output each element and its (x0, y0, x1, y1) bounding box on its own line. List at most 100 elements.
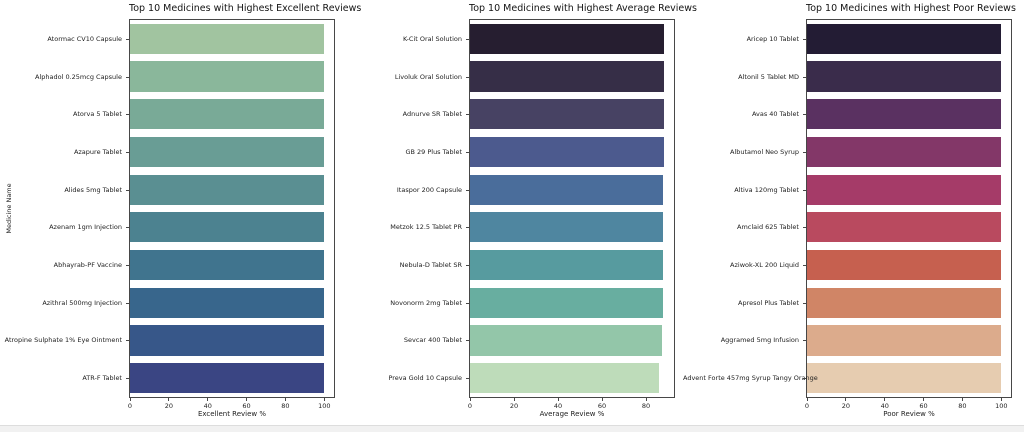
y-tick-label: Altiva 120mg Tablet (734, 185, 799, 194)
x-tick-mark (1000, 398, 1002, 401)
y-tick-mark (466, 302, 469, 304)
bar (470, 325, 663, 356)
bar (807, 325, 1002, 356)
x-tick-label: 40 (553, 402, 563, 410)
x-tick-mark (284, 398, 286, 401)
bar (470, 174, 664, 205)
y-tick-label: Preva Gold 10 Capsule (388, 374, 462, 383)
y-tick-label: Livoluk Oral Solution (394, 72, 462, 81)
y-tick-label: Alphadol 0.25mcg Capsule (35, 72, 122, 81)
y-tick-label: Abhayrab-PF Vaccine (53, 261, 122, 270)
x-tick-label: 0 (804, 402, 810, 410)
bar (470, 136, 664, 168)
y-tick-label: Sevcar 400 Tablet (403, 336, 462, 345)
x-tick-mark (923, 398, 925, 401)
y-tick-label: Itaspor 200 Capsule (396, 185, 462, 194)
y-tick-label: Nebula-D Tablet SR (399, 261, 462, 270)
chart-title: Top 10 Medicines with Highest Poor Revie… (806, 3, 1016, 14)
y-tick-label: Aricep 10 Tablet (746, 34, 799, 43)
x-tick-label: 80 (281, 402, 290, 410)
y-tick-mark (466, 265, 469, 267)
y-tick-mark (803, 378, 806, 380)
y-tick-mark (466, 227, 469, 229)
x-tick-label: 100 (995, 402, 1008, 410)
x-tick-mark (961, 398, 963, 401)
y-tick-mark (466, 76, 469, 78)
y-tick-mark (466, 38, 469, 40)
bar (807, 212, 1002, 243)
y-tick-label: Azenam 1gm Injection (49, 223, 122, 232)
bar (470, 287, 663, 318)
y-tick-mark (466, 340, 469, 342)
x-tick-mark (323, 398, 325, 401)
y-tick-label: Azithral 500mg Injection (42, 298, 122, 307)
chart-title: Top 10 Medicines with Highest Excellent … (129, 3, 362, 14)
y-tick-label: GB 29 Plus Tablet (405, 147, 462, 156)
bar (470, 61, 665, 92)
y-tick-label: ATR-F Tablet (82, 374, 122, 383)
y-tick-mark (803, 38, 806, 40)
bar (470, 249, 664, 281)
bar (807, 363, 1002, 394)
x-axis-label: Excellent Review % (197, 410, 267, 418)
bar (807, 136, 1002, 168)
y-tick-label: Adnurve SR Tablet (402, 110, 462, 119)
chart-excellent-reviews: Top 10 Medicines with Highest Excellent … (0, 0, 362, 432)
y-tick-label: Aziwok-XL 200 Liquid (730, 261, 799, 270)
y-tick-mark (126, 378, 129, 380)
y-tick-label: Amclaid 625 Tablet (737, 223, 799, 232)
x-tick-label: 60 (242, 402, 251, 410)
y-tick-mark (803, 151, 806, 153)
x-tick-label: 20 (509, 402, 519, 410)
bar (807, 249, 1002, 281)
y-tick-mark (126, 340, 129, 342)
bar (470, 363, 659, 394)
bar (807, 61, 1002, 92)
x-tick-mark (207, 398, 209, 401)
x-tick-label: 100 (318, 402, 331, 410)
y-tick-mark (126, 302, 129, 304)
y-tick-mark (803, 227, 806, 229)
x-tick-mark (806, 398, 808, 401)
x-tick-mark (557, 398, 559, 401)
x-tick-label: 40 (880, 402, 889, 410)
y-tick-mark (126, 76, 129, 78)
x-axis-label: Poor Review % (883, 410, 935, 418)
x-tick-mark (845, 398, 847, 401)
y-tick-label: Avas 40 Tablet (751, 110, 799, 119)
bar (130, 287, 325, 318)
x-tick-label: 60 (597, 402, 607, 410)
y-tick-mark (126, 151, 129, 153)
y-tick-mark (126, 227, 129, 229)
y-tick-label: Altonil 5 Tablet MD (738, 72, 799, 81)
y-tick-mark (803, 340, 806, 342)
bar (470, 23, 665, 54)
x-tick-label: 80 (641, 402, 651, 410)
bar (130, 136, 325, 168)
bar (130, 249, 325, 281)
x-tick-mark (884, 398, 886, 401)
chart-average-reviews: Top 10 Medicines with Highest Average Re… (342, 0, 697, 432)
y-tick-label: Metzok 12.5 Tablet PR (390, 223, 462, 232)
bar (807, 174, 1002, 205)
x-tick-mark (129, 398, 131, 401)
y-tick-label: Atropine Sulphate 1% Eye Ointment (4, 336, 122, 345)
chart-poor-reviews: Top 10 Medicines with Highest Poor Revie… (683, 0, 1024, 432)
chart-title: Top 10 Medicines with Highest Average Re… (469, 3, 697, 14)
page-bottom-divider (0, 425, 1024, 432)
y-tick-mark (466, 114, 469, 116)
y-tick-mark (126, 189, 129, 191)
y-tick-mark (803, 265, 806, 267)
bar (130, 212, 325, 243)
y-tick-mark (126, 265, 129, 267)
plot-area (129, 19, 335, 398)
plot-area (806, 19, 1012, 398)
y-tick-label: Advent Forte 457mg Syrup Tangy Orange (683, 374, 818, 383)
y-tick-label: Atorva 5 Tablet (73, 110, 122, 119)
x-tick-mark (168, 398, 170, 401)
y-tick-mark (466, 189, 469, 191)
bar (130, 99, 325, 130)
x-tick-label: 20 (841, 402, 850, 410)
y-tick-label: Alides 5mg Tablet (64, 185, 122, 194)
x-tick-label: 60 (919, 402, 928, 410)
